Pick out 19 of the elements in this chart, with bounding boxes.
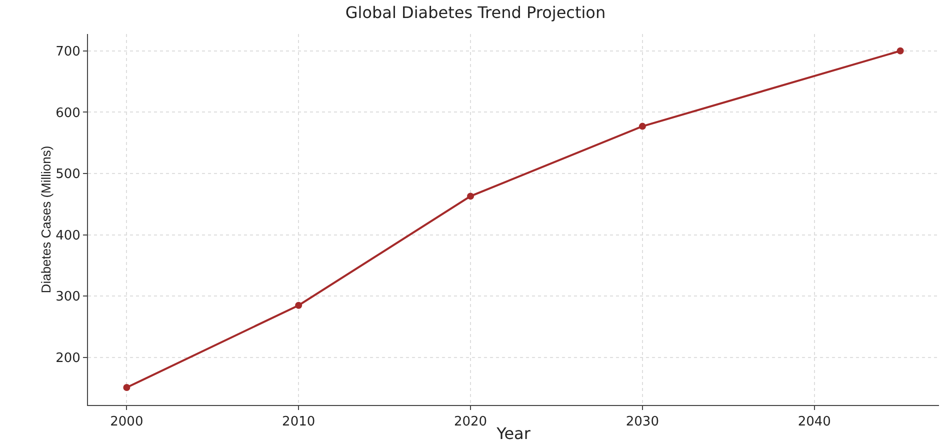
y-tick-label: 300 [56,290,80,305]
x-tick-label: 2040 [798,414,831,430]
y-tick-label: 700 [56,44,80,60]
x-axis-title: Year [496,424,531,443]
x-tick-label: 2000 [110,414,144,430]
point [896,47,904,54]
y-tick-label: 400 [56,228,80,244]
x-tick-label: 2010 [282,414,316,430]
point [638,122,646,130]
y-axis-title: Diabetes Cases (Millions) [38,146,54,294]
point [295,302,302,309]
point [467,192,474,200]
x-tick-label: 2020 [454,414,488,430]
y-tick-label: 600 [56,106,80,121]
y-tick-label: 500 [56,167,80,182]
chart-title: Global Diabetes Trend Projection [345,2,606,22]
x-tick-label: 2030 [626,414,659,430]
point [123,384,130,392]
y-tick-label: 200 [56,351,80,366]
